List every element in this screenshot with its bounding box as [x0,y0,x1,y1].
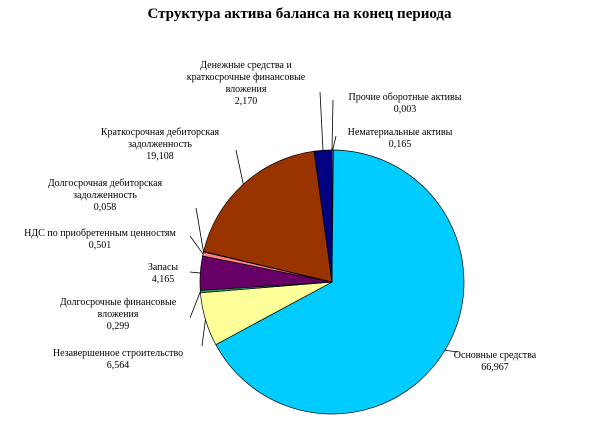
label-name: Основные средства [453,350,537,361]
leader-line [332,135,337,151]
leader-line [331,99,334,151]
label-name: Запасы [147,262,179,273]
label-value: 0,299 [106,321,130,332]
label-value: 6,564 [106,360,130,371]
pie-slice [215,149,465,415]
label-name: Долгосрочные финансовые вложения [59,297,177,320]
leader-line [189,235,204,255]
data-label: Прочие оборотные активы 0,003 [330,92,480,116]
leader-line [319,91,324,151]
label-name: Незавершенное строительство [52,348,184,359]
leader-line [444,349,459,353]
label-value: 0,501 [88,240,112,251]
data-label: Денежные средства и краткосрочные финанс… [176,60,316,108]
leader-line [235,149,244,185]
label-name: НДС по приобретенным ценностям [24,228,176,239]
data-label: Незавершенное строительство 6,564 [43,348,193,372]
leader-line [189,291,201,319]
label-value: 19,108 [146,151,174,162]
leader-line [195,207,204,252]
data-label: Долгосрочные финансовые вложения 0,299 [48,297,188,333]
data-label: Основные средства 66,967 [440,350,550,374]
data-label: Долгосрочная дебиторская задолженность 0,… [35,178,175,214]
label-value: 0,003 [393,104,417,115]
label-name: Денежные средства и краткосрочные финанс… [186,60,306,95]
label-name: Нематериальные активы [347,127,453,138]
data-label: Запасы 4,165 [133,262,193,286]
data-label: Нематериальные активы 0,165 [325,127,475,151]
leader-line [201,319,206,347]
label-value: 0,058 [93,202,117,213]
pie-slice [203,150,333,283]
data-label: НДС по приобретенным ценностям 0,501 [15,228,185,252]
label-value: 66,967 [481,362,509,373]
leader-line [189,271,201,274]
label-value: 4,165 [151,274,175,285]
label-name: Краткосрочная дебиторская задолженность [100,127,220,150]
label-name: Прочие оборотные активы [348,92,462,103]
chart-title: Структура актива баланса на конец период… [147,6,452,22]
data-label: Краткосрочная дебиторская задолженность 1… [90,127,230,163]
label-name: Долгосрочная дебиторская задолженность [47,178,163,201]
label-value: 0,165 [388,139,412,150]
label-value: 2,170 [234,96,258,107]
